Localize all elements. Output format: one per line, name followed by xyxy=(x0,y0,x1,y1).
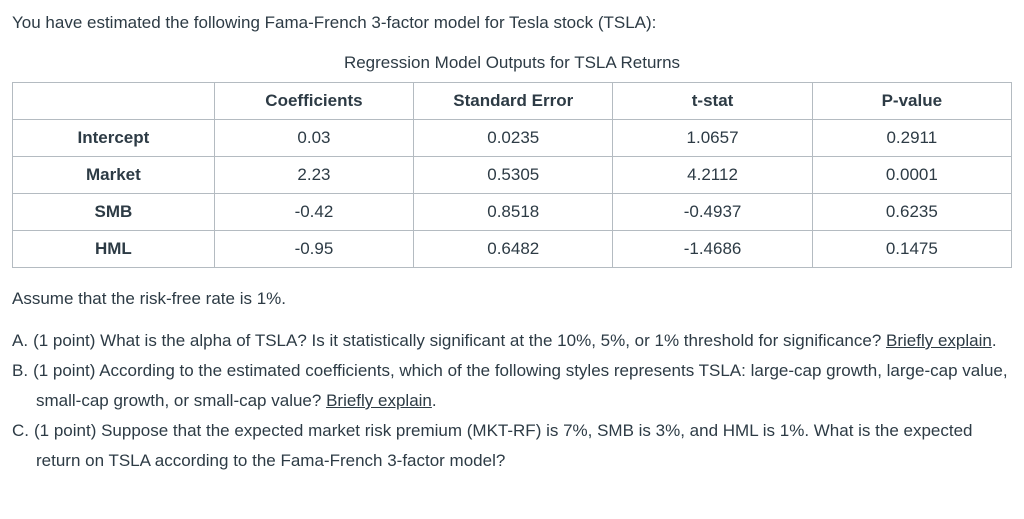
question-item-c: C. (1 point) Suppose that the expected ma… xyxy=(12,416,1012,476)
table-cell: 0.03 xyxy=(213,119,415,157)
row-label: Intercept xyxy=(12,119,215,157)
table-cell: 0.1475 xyxy=(811,230,1013,268)
question-item-a: A. (1 point) What is the alpha of TSLA? I… xyxy=(12,326,1012,356)
table-cell: -1.4686 xyxy=(612,230,813,268)
table-cell: 0.2911 xyxy=(811,119,1013,157)
table-header-row: Coefficients Standard Error t-stat P-val… xyxy=(12,82,1013,120)
table-cell: 0.0001 xyxy=(811,156,1013,194)
question-underline-text: Briefly explain xyxy=(326,391,432,410)
question-suffix: . xyxy=(431,391,437,410)
column-header-standard-error: Standard Error xyxy=(413,82,614,120)
question-underline-text: Briefly explain xyxy=(886,331,992,350)
table-cell: -0.4937 xyxy=(612,193,813,231)
column-header-blank xyxy=(12,82,215,120)
table-row-market: Market 2.23 0.5305 4.2112 0.0001 xyxy=(12,156,1013,194)
table-row-hml: HML -0.95 0.6482 -1.4686 0.1475 xyxy=(12,230,1013,268)
table-row-smb: SMB -0.42 0.8518 -0.4937 0.6235 xyxy=(12,193,1013,231)
row-label: SMB xyxy=(12,193,215,231)
table-cell: 0.6482 xyxy=(413,230,614,268)
question-text: (1 point) Suppose that the expected mark… xyxy=(34,421,973,470)
table-cell: 2.23 xyxy=(213,156,415,194)
table-cell: -0.42 xyxy=(213,193,415,231)
question-text: (1 point) According to the estimated coe… xyxy=(33,361,1008,410)
question-text: (1 point) What is the alpha of TSLA? Is … xyxy=(33,331,887,350)
question-list: A. (1 point) What is the alpha of TSLA? I… xyxy=(12,326,1012,476)
row-label: Market xyxy=(12,156,215,194)
table-cell: 4.2112 xyxy=(612,156,813,194)
regression-table: Coefficients Standard Error t-stat P-val… xyxy=(12,82,1013,268)
column-header-t-stat: t-stat xyxy=(612,82,813,120)
question-label: B. xyxy=(12,361,29,380)
table-row-intercept: Intercept 0.03 0.0235 1.0657 0.2911 xyxy=(12,119,1013,157)
table-cell: 0.0235 xyxy=(413,119,614,157)
row-label: HML xyxy=(12,230,215,268)
question-suffix: . xyxy=(991,331,997,350)
table-cell: -0.95 xyxy=(213,230,415,268)
question-item-b: B. (1 point) According to the estimated c… xyxy=(12,356,1012,416)
question-label: A. xyxy=(12,331,29,350)
table-caption: Regression Model Outputs for TSLA Return… xyxy=(343,53,681,72)
intro-text: You have estimated the following Fama-Fr… xyxy=(12,13,657,32)
table-cell: 0.5305 xyxy=(413,156,614,194)
assumption-text: Assume that the risk-free rate is 1%. xyxy=(12,289,286,308)
table-cell: 1.0657 xyxy=(612,119,813,157)
column-header-p-value: P-value xyxy=(811,82,1013,120)
table-cell: 0.8518 xyxy=(413,193,614,231)
column-header-coefficients: Coefficients xyxy=(213,82,415,120)
question-label: C. xyxy=(12,421,29,440)
table-cell: 0.6235 xyxy=(811,193,1013,231)
